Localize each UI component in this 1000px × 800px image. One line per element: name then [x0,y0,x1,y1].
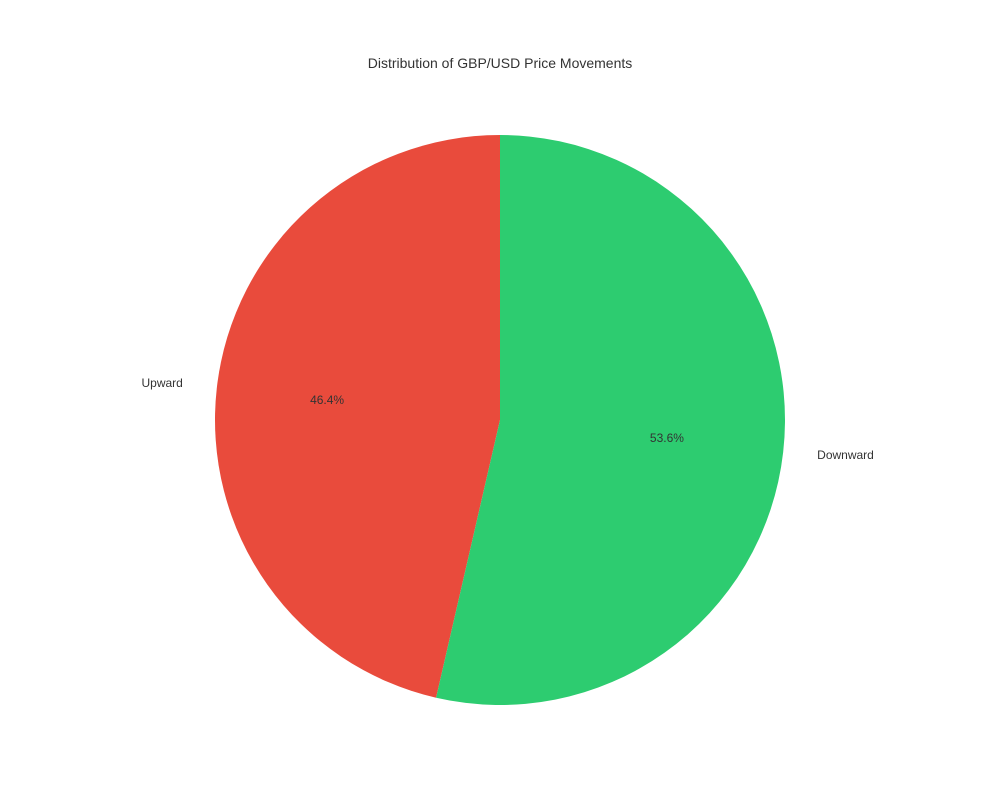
pie-chart-container: Distribution of GBP/USD Price Movements … [0,0,1000,800]
slice-label-downward: Downward [817,448,874,462]
pie-svg [0,0,1000,800]
pct-label-downward: 53.6% [650,431,684,445]
slice-label-upward: Upward [141,376,182,390]
pct-label-upward: 46.4% [310,393,344,407]
